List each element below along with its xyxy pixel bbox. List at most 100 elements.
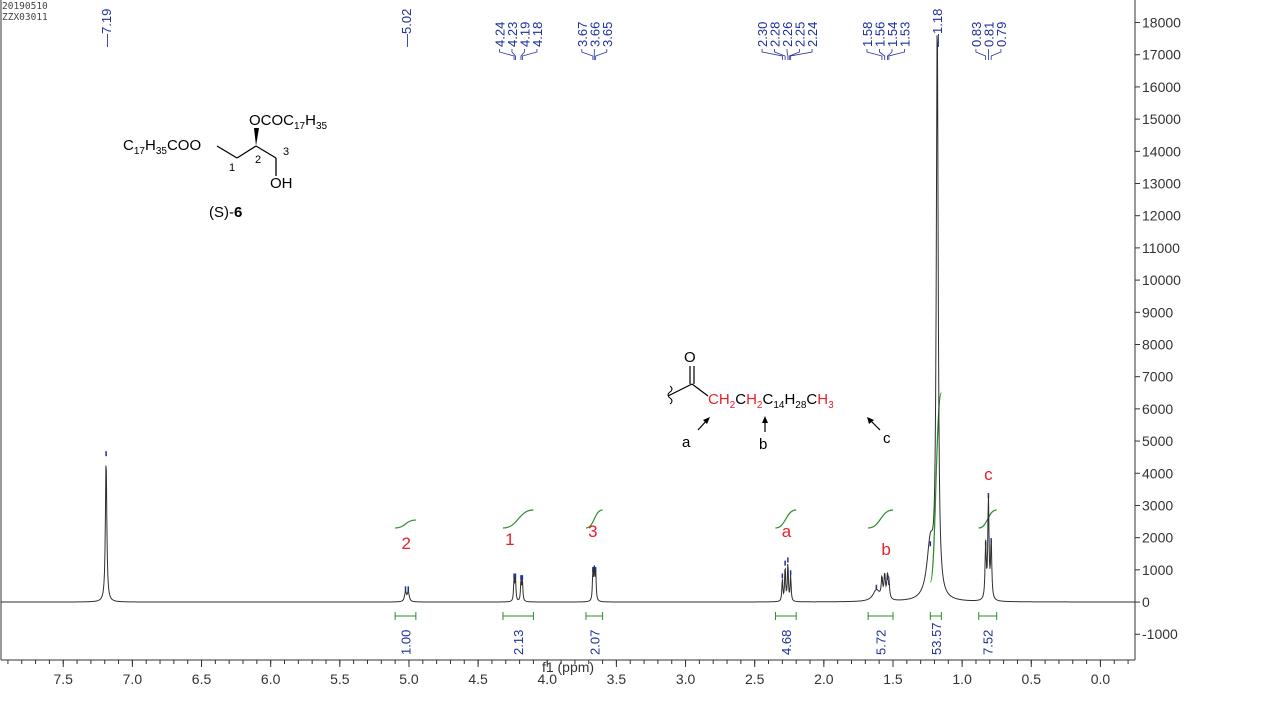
peak-label-connector xyxy=(975,49,987,60)
peak-label: —5.02 xyxy=(399,9,414,47)
y-tick-label: 15000 xyxy=(1142,111,1181,127)
integral-curve xyxy=(775,509,797,529)
molecule-structure: C17H35COO OCOC17H35 OH 1 2 3 (S)-6 xyxy=(123,112,328,221)
peak-label: 0.79 xyxy=(994,22,1009,47)
y-tick-label: 6000 xyxy=(1142,401,1173,417)
assignment-label: b xyxy=(881,540,890,559)
integral-curve xyxy=(395,519,416,529)
integral-value: 7.52 xyxy=(981,630,996,655)
integral-value: 53.57 xyxy=(929,622,944,655)
fragment-label-c: c xyxy=(883,430,891,447)
axes: 7.5 7.0 6.5 6.0 5.5 5.0 4.5 4.0 3.5 3.0 2.5 2.0 1.5 1… xyxy=(0,0,1181,687)
peak-label-connector xyxy=(774,49,786,60)
y-tick-label: 14000 xyxy=(1142,143,1181,159)
y-tick-label: 16000 xyxy=(1142,79,1181,95)
integral-curve xyxy=(502,509,534,529)
y-tick-label: 18000 xyxy=(1142,15,1181,31)
y-tick-label: -1000 xyxy=(1142,626,1178,642)
integrals: 1.00 2.13 2.07 4.68 5.72 53.57 7.52 xyxy=(394,392,998,655)
acyl-fragment: O CH2CH2C14H28CH3 a b c xyxy=(667,349,891,453)
peak-label: 3.67 xyxy=(575,22,590,47)
integral-curve xyxy=(585,509,603,529)
x-tick-label: 7.5 xyxy=(53,671,73,687)
x-tick-label: 6.0 xyxy=(261,671,281,687)
peak-label: 3.65 xyxy=(600,22,615,47)
peak-label: 1.56 xyxy=(872,22,887,47)
x-tick-label: 2.0 xyxy=(814,671,834,687)
assignment-label: 3 xyxy=(588,522,597,541)
peak-label: 4.23 xyxy=(505,22,520,47)
peak-label-connector xyxy=(581,49,594,60)
peak-label-connector xyxy=(521,49,538,60)
y-tick-label: 3000 xyxy=(1142,497,1173,513)
peak-label-connector xyxy=(520,49,525,60)
peak-label: 0.81 xyxy=(981,22,996,47)
peak-label: 2.25 xyxy=(793,22,808,47)
fragment-label-b: b xyxy=(759,436,767,453)
assignment-label: a xyxy=(782,522,792,541)
peak-label: 1.53 xyxy=(897,22,912,47)
peak-label: —7.19 xyxy=(99,9,114,47)
x-tick-label: 6.5 xyxy=(192,671,212,687)
y-tick-label: 7000 xyxy=(1142,369,1173,385)
peak-label: 1.58 xyxy=(860,22,875,47)
x-tick-label: 0.0 xyxy=(1091,671,1111,687)
peak-label: 2.30 xyxy=(755,22,770,47)
peak-assignments: 2 1 3 a b c xyxy=(401,465,993,559)
integral-curve xyxy=(868,509,894,529)
assignment-label: c xyxy=(984,465,993,484)
peak-label: 2.28 xyxy=(768,22,783,47)
peak-label: 3.66 xyxy=(587,22,602,47)
spectrum-trace xyxy=(1,35,1135,603)
peak-label-connector xyxy=(888,49,905,60)
molecule-position-2: 2 xyxy=(255,154,261,166)
fragment-oxygen: O xyxy=(684,349,696,366)
y-tick-label: 0 xyxy=(1142,594,1150,610)
x-tick-label: 2.5 xyxy=(745,671,765,687)
x-axis-label: f1 (ppm) xyxy=(542,659,594,675)
peak-label-connector xyxy=(790,49,813,60)
peak-label-connector xyxy=(990,49,1002,60)
y-tick-label: 5000 xyxy=(1142,433,1173,449)
peak-label-connector xyxy=(879,49,886,60)
peak-label: 4.24 xyxy=(492,22,507,47)
peak-label-connector xyxy=(499,49,515,60)
molecule-hydroxyl: OH xyxy=(270,175,293,192)
x-tick-label: 3.5 xyxy=(607,671,627,687)
integral-value: 4.68 xyxy=(779,630,794,655)
peak-label-connector xyxy=(788,49,800,60)
x-tick-label: 5.5 xyxy=(330,671,350,687)
x-tick-label: 5.0 xyxy=(399,671,419,687)
y-tick-label: 2000 xyxy=(1142,530,1173,546)
x-tick-label: 4.0 xyxy=(538,671,558,687)
peak-label-connector xyxy=(786,49,789,60)
peak-label-connector xyxy=(511,49,516,60)
y-tick-label: 4000 xyxy=(1142,465,1173,481)
peak-label-connector xyxy=(866,49,883,60)
integral-value: 5.72 xyxy=(874,630,889,655)
y-tick-label: 11000 xyxy=(1142,240,1180,256)
peak-label-connector xyxy=(761,49,783,60)
assignment-label: 2 xyxy=(401,534,410,553)
y-tick-label: 13000 xyxy=(1142,176,1181,192)
molecule-left-group: C17H35COO xyxy=(123,137,201,157)
molecule-top-group: OCOC17H35 xyxy=(249,112,328,132)
x-tick-label: 7.0 xyxy=(123,671,143,687)
molecule-position-1: 1 xyxy=(229,162,235,174)
peak-label: 1.54 xyxy=(885,22,900,47)
integral-value: 2.07 xyxy=(587,630,602,655)
x-tick-label: 1.5 xyxy=(883,671,903,687)
sample-code: ZZX03011 xyxy=(2,12,48,23)
peak-label: 4.19 xyxy=(517,22,532,47)
peak-label: 2.26 xyxy=(780,22,795,47)
y-tick-label: 10000 xyxy=(1142,272,1181,288)
peak-labels: —7.19 —5.02 4.244.234.194.18 3.673.663.65 2.… xyxy=(99,9,1009,592)
fragment-label-a: a xyxy=(682,434,691,451)
y-tick-label: 9000 xyxy=(1142,304,1173,320)
y-tick-label: 12000 xyxy=(1142,208,1181,224)
y-tick-label: 1000 xyxy=(1142,562,1173,578)
assignment-label: 1 xyxy=(505,530,514,549)
integral-value: 1.00 xyxy=(399,630,414,655)
y-tick-label: 8000 xyxy=(1142,336,1173,352)
